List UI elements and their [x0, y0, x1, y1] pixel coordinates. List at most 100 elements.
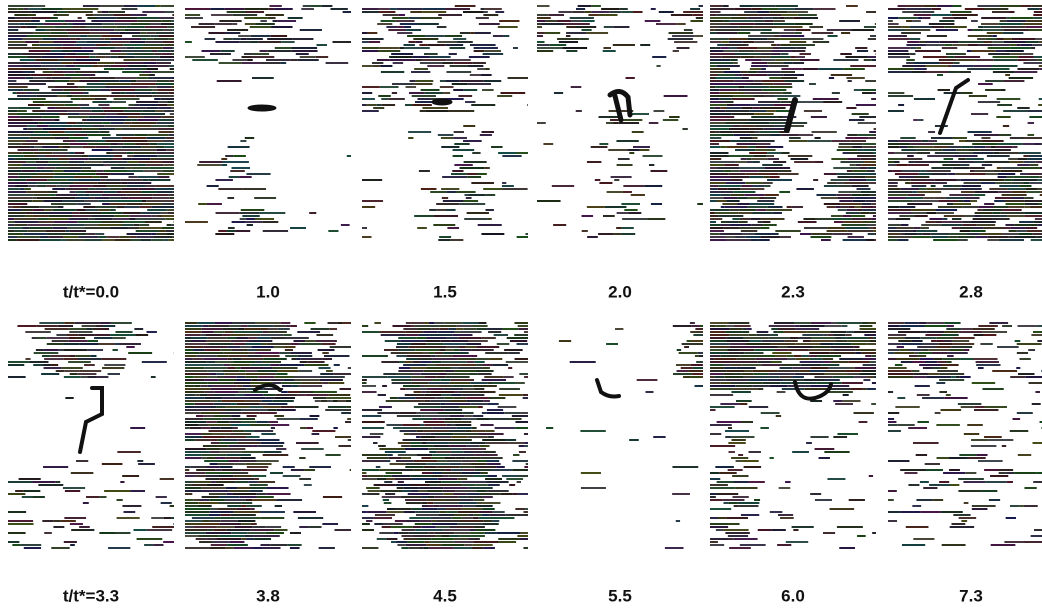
streak [758, 529, 772, 531]
streak [861, 370, 876, 372]
streak [710, 367, 724, 369]
streak [780, 71, 795, 73]
streak [710, 167, 717, 169]
streak [162, 53, 172, 55]
streak [106, 86, 131, 88]
streak [710, 50, 724, 52]
streak [78, 8, 99, 10]
streak [738, 212, 752, 214]
streak [14, 14, 28, 16]
streak [67, 224, 85, 226]
streak [150, 35, 158, 37]
streak [43, 122, 66, 124]
streak [195, 439, 211, 441]
streak [455, 370, 476, 372]
streak [1038, 179, 1042, 181]
streak [285, 325, 290, 327]
streak [964, 182, 981, 184]
streak [668, 38, 693, 40]
streak [434, 445, 449, 447]
streak [724, 44, 748, 46]
streak [839, 143, 863, 145]
streak [695, 328, 703, 330]
streak [261, 517, 284, 519]
streak [135, 56, 160, 58]
streak [571, 86, 582, 88]
streak [227, 544, 248, 546]
streak [727, 104, 735, 106]
streak [731, 194, 745, 196]
streak [413, 38, 438, 40]
streak [76, 173, 95, 175]
streak [888, 179, 911, 181]
streak [710, 38, 729, 40]
streak [392, 92, 397, 94]
streak [471, 349, 494, 351]
streak [447, 346, 459, 348]
frame-label: t/t*=3.3 [63, 586, 119, 605]
streak [450, 454, 474, 456]
streak [762, 340, 785, 342]
streak [63, 23, 67, 25]
streak [430, 517, 451, 519]
streak [739, 26, 753, 28]
streak [710, 394, 733, 396]
streak [236, 379, 251, 381]
streak [362, 325, 368, 327]
streak [504, 349, 523, 351]
streak [710, 346, 729, 348]
streak [1029, 182, 1042, 184]
streak [937, 457, 949, 459]
streak [250, 26, 271, 28]
streak [8, 493, 25, 495]
streak [89, 116, 106, 118]
streak [227, 11, 246, 13]
streak [866, 224, 876, 226]
streak [498, 406, 517, 408]
streak [49, 236, 64, 238]
streak [901, 26, 909, 28]
streak [112, 349, 117, 351]
streak [491, 146, 502, 148]
streak [981, 215, 1001, 217]
streak [453, 349, 459, 351]
streak [874, 134, 876, 136]
streak [888, 146, 900, 148]
streak [229, 445, 253, 447]
streak [432, 355, 436, 357]
streak [214, 415, 231, 417]
streak [1004, 227, 1011, 229]
streak [772, 53, 780, 55]
streak [467, 361, 474, 363]
streak [997, 38, 1004, 40]
streak [132, 167, 150, 169]
streak [97, 53, 110, 55]
streak [43, 349, 58, 351]
streak [477, 502, 483, 504]
streak [202, 328, 223, 330]
streak [158, 119, 173, 121]
streak [414, 391, 422, 393]
streak [769, 86, 792, 88]
streak [251, 529, 274, 531]
streak [422, 496, 428, 498]
streak [88, 143, 111, 145]
streak [288, 17, 303, 19]
streak [888, 227, 896, 229]
streak [214, 331, 225, 333]
streak [77, 53, 90, 55]
streak [60, 125, 73, 127]
streak [34, 5, 46, 7]
streak [446, 209, 456, 211]
streak [262, 343, 267, 345]
streak [153, 544, 163, 546]
streak [918, 119, 924, 121]
streak [613, 233, 621, 235]
streak [1019, 167, 1040, 169]
streak [113, 149, 135, 151]
streak [909, 161, 915, 163]
streak [888, 200, 913, 202]
streak [958, 152, 973, 154]
streak [953, 62, 959, 64]
streak [110, 209, 116, 211]
